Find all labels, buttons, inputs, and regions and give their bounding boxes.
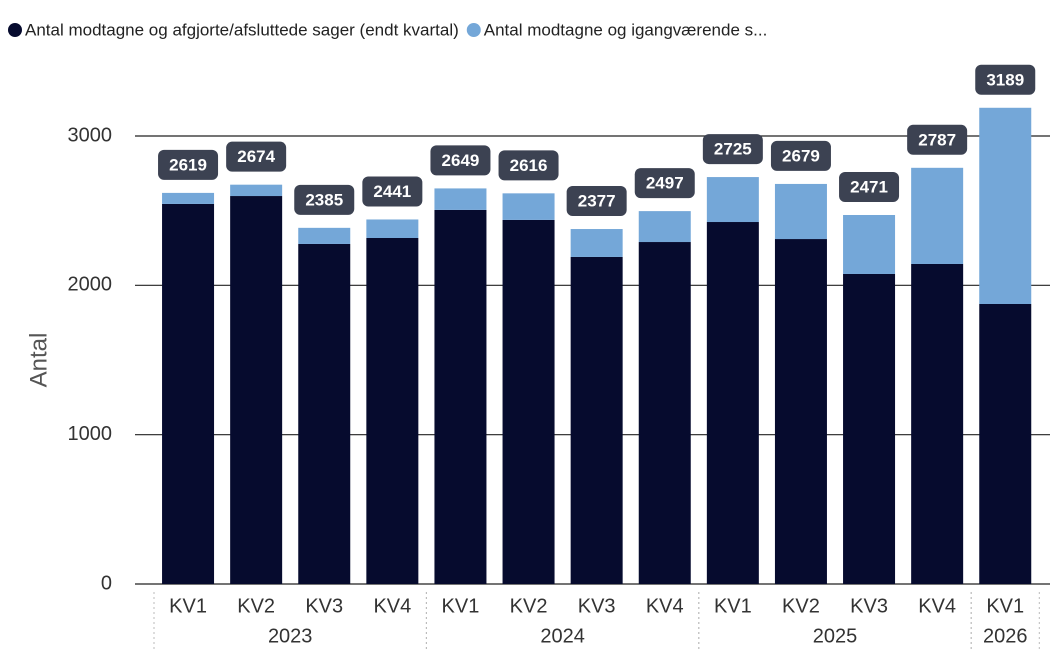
bar-segment [298, 227, 351, 244]
data-label: 2497 [646, 174, 684, 193]
x-tick-label: KV1 [442, 595, 480, 617]
group-label: 2024 [540, 625, 585, 647]
bar-segment [230, 196, 283, 585]
legend-marker [466, 23, 481, 37]
data-label: 2441 [373, 182, 411, 201]
x-tick-label: KV3 [578, 595, 616, 617]
bar-segment [434, 188, 487, 210]
bar-segment [774, 183, 827, 240]
x-tick-label: KV4 [918, 595, 956, 617]
data-label: 2679 [782, 146, 820, 165]
bar-segment [843, 273, 896, 584]
bar-segment [638, 242, 691, 584]
bar-segment [162, 192, 215, 204]
legend-label: Antal modtagne og afgjorte/afsluttede sa… [25, 20, 459, 39]
x-tick-label: KV2 [237, 595, 275, 617]
y-tick-label: 0 [101, 572, 112, 594]
data-label-box [362, 176, 423, 207]
data-label: 2471 [850, 177, 888, 196]
data-label: 3189 [986, 70, 1024, 89]
data-label-box [839, 171, 900, 202]
data-label-box [158, 149, 219, 180]
data-label: 2649 [442, 151, 480, 170]
data-label-box [702, 134, 763, 165]
x-tick-label: KV2 [782, 595, 820, 617]
data-label-box [566, 186, 627, 217]
x-tick-label: KV2 [510, 595, 548, 617]
y-tick-label: 1000 [68, 423, 113, 445]
x-tick-label: KV3 [305, 595, 343, 617]
data-label-box [770, 140, 831, 171]
bar-segment [706, 222, 759, 585]
x-tick-label: KV4 [373, 595, 411, 617]
data-label: 2619 [169, 155, 207, 174]
group-label: 2026 [983, 625, 1028, 647]
data-label-box [907, 124, 968, 155]
legend-marker [8, 23, 22, 37]
data-label-box [498, 150, 559, 181]
group-label: 2023 [268, 625, 313, 647]
data-label-box [226, 141, 287, 172]
data-label-box [634, 168, 695, 199]
legend-label: Antal modtagne og igangværende s... [484, 20, 768, 39]
data-label: 2377 [578, 192, 616, 211]
data-label: 2385 [305, 190, 343, 209]
bar-segment [979, 107, 1032, 304]
group-label: 2025 [813, 625, 858, 647]
x-tick-label: KV1 [169, 595, 207, 617]
y-tick-label: 3000 [68, 124, 113, 146]
bar-segment [911, 263, 964, 584]
y-tick-label: 2000 [68, 274, 113, 296]
bar-segment [911, 167, 964, 264]
bar-segment [843, 214, 896, 274]
bar-segment [979, 304, 1032, 584]
x-tick-label: KV1 [714, 595, 752, 617]
y-axis-label: Antal [25, 333, 52, 388]
bar-segment [366, 219, 419, 238]
bar-segment [162, 203, 215, 585]
bar-segment [706, 177, 759, 223]
data-label-box [294, 184, 355, 215]
bar-segment [366, 237, 419, 584]
bar-segment [502, 193, 555, 220]
data-label-box [430, 145, 491, 176]
bar-segment [570, 229, 623, 257]
data-label: 2725 [714, 140, 752, 159]
bar-segment [434, 209, 487, 585]
bar-segment [638, 211, 691, 243]
bar-segment [502, 219, 555, 584]
x-tick-label: KV3 [850, 595, 888, 617]
bar-segment [230, 184, 283, 197]
bar-segment [298, 243, 351, 584]
x-tick-label: KV4 [646, 595, 684, 617]
data-label: 2616 [510, 156, 548, 175]
data-label: 2787 [918, 130, 956, 149]
bar-segment [774, 239, 827, 585]
bar-segment [570, 256, 623, 584]
x-tick-label: KV1 [986, 595, 1024, 617]
data-label: 2674 [237, 147, 275, 166]
data-label-box [975, 64, 1036, 95]
